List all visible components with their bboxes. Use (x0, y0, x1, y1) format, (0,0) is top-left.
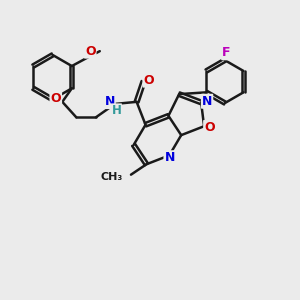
Text: F: F (222, 46, 231, 59)
Text: CH₃: CH₃ (100, 172, 123, 182)
Text: O: O (143, 74, 154, 87)
Text: O: O (50, 92, 61, 105)
Text: O: O (204, 121, 215, 134)
Text: O: O (85, 45, 96, 58)
Text: N: N (164, 151, 175, 164)
Text: N: N (202, 95, 212, 108)
Text: N: N (104, 95, 115, 108)
Text: H: H (112, 104, 122, 117)
